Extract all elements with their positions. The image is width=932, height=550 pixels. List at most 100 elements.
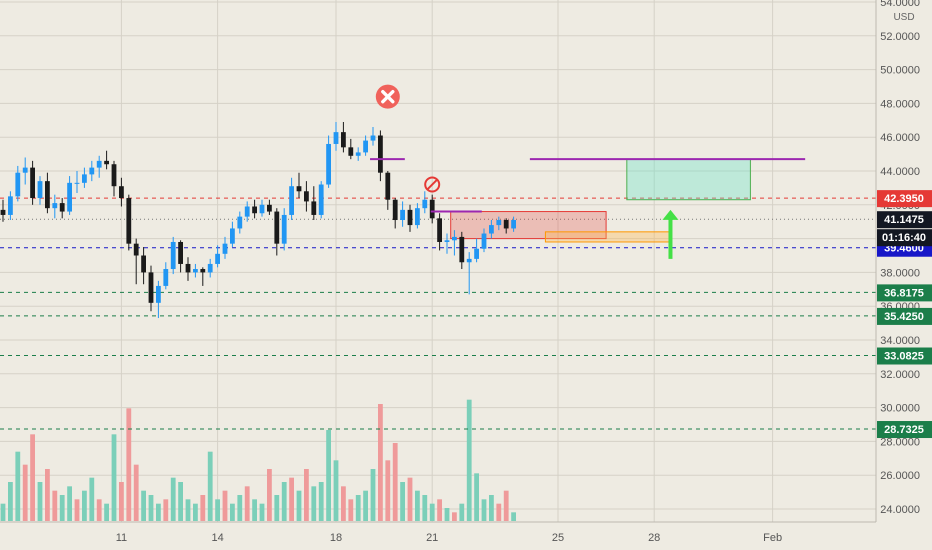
candle-body [170,241,176,270]
time-axis[interactable]: 11 14 18 21 25 28 Feb [116,532,782,544]
candle-body [207,263,213,273]
level-tag-bg [877,347,932,365]
candle-body [400,209,405,221]
volume-bar [178,482,183,521]
candle-body [111,164,117,187]
candle-body [30,167,35,199]
candle-body [89,167,95,175]
volume-bar [452,512,457,521]
no-entry-slash [426,179,438,190]
candle-body [230,228,235,244]
countdown-tag-bg [877,229,932,247]
volume-bar [422,495,428,521]
candle-body [141,255,146,273]
level-tag-bg [877,307,932,325]
candle-body [304,191,309,202]
candle-body [489,225,494,234]
price-tick-label: 44.0000 [880,166,920,178]
level-tag: 35.4250 [884,311,924,323]
candle-body [341,132,346,148]
candle-body [326,143,331,185]
volume-bar [193,503,198,521]
candle-body [8,196,13,215]
candle-body [252,206,257,214]
volume-bar [200,495,206,521]
volume-bar [133,464,139,521]
volume-bar [437,499,442,521]
volume-bar [378,404,383,521]
volume-bar [52,490,58,521]
candle-body [237,216,243,229]
time-tick-label: 21 [426,532,438,544]
time-tick-label: 25 [552,532,564,544]
candle-body [148,272,154,303]
volume-bar [215,499,220,521]
volume-bar [222,490,228,521]
volume-bar [267,469,272,521]
candle-body [215,253,220,264]
level-tag: 28.7325 [884,424,924,436]
volume-bar [289,477,294,521]
candle-body [274,211,280,244]
level-tag-bg [877,284,932,302]
volume-bar [511,512,516,521]
volume-bar [274,495,280,521]
volume-bar [474,473,479,521]
candle-body [452,236,457,241]
candle-body [119,186,124,199]
volume-bar [148,495,154,521]
volume-bar [170,477,176,521]
candle-body [281,214,287,244]
volume-bar [45,469,50,521]
price-tick-label: 28.0000 [880,436,920,448]
volume-bar [30,434,35,521]
price-axis[interactable]: 54.0000 52.0000 50.0000 48.0000 46.0000 44.00… [877,0,932,516]
volume-bar [355,495,361,521]
price-tick-label: 24.0000 [880,504,920,516]
volume-bar [400,482,405,521]
volume-bar [37,482,43,521]
volume-bar [304,469,309,521]
candle-body [15,172,21,197]
entry-zone [544,231,670,243]
level-tag: 36.8175 [884,287,924,299]
candle-body [370,135,376,141]
candle-body [74,182,80,184]
candle-body [178,241,183,264]
volume-bar [104,503,109,521]
up-arrow-icon [662,209,679,220]
candles [0,121,516,319]
candle-body [444,240,450,242]
time-tick-label: 11 [116,532,127,544]
volume-bar [489,495,494,521]
volume-bar [230,503,235,521]
candle-body [259,204,265,214]
volume-bar [281,482,287,521]
candle-body [407,209,413,226]
candle-body [415,208,420,226]
price-tick-label: 34.0000 [880,335,920,347]
volume-bar [237,495,243,521]
volume-bar [311,486,317,521]
candle-body [52,203,58,209]
candle-body [37,181,43,199]
volume-bar [67,486,72,521]
candle-body [82,174,87,183]
price-tick-label: 32.0000 [880,369,920,381]
drawings [370,84,806,259]
price-tick-label: 50.0000 [880,65,920,77]
candle-body [104,160,109,165]
price-tick-label: 48.0000 [880,98,920,110]
time-tick-label: 28 [648,532,660,544]
last-price-tag-bg [877,211,932,229]
volume-bar [333,460,339,521]
candle-body [466,258,472,263]
candle-body [193,269,198,273]
target-zone [626,158,751,201]
volume-bar [163,499,169,521]
candle-body [156,285,161,303]
candle-body [378,135,383,173]
last-price-tag: 41.1475 [884,214,924,226]
